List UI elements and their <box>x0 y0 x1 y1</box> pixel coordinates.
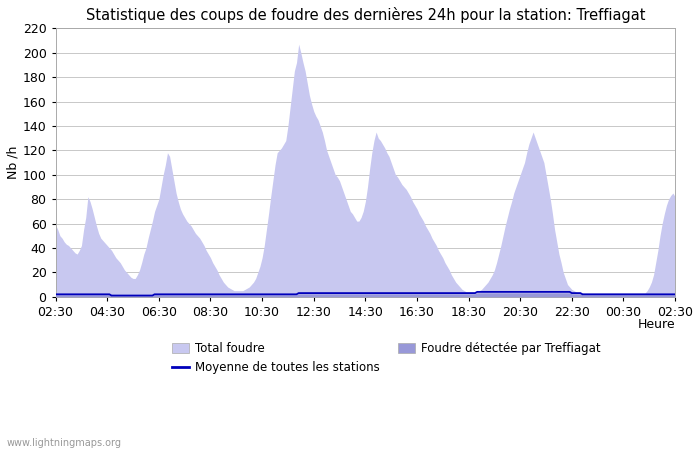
Text: Heure: Heure <box>638 318 675 331</box>
Text: www.lightningmaps.org: www.lightningmaps.org <box>7 438 122 448</box>
Legend: Total foudre, Moyenne de toutes les stations, Foudre détectée par Treffiagat: Total foudre, Moyenne de toutes les stat… <box>167 338 606 379</box>
Title: Statistique des coups de foudre des dernières 24h pour la station: Treffiagat: Statistique des coups de foudre des dern… <box>85 7 645 23</box>
Y-axis label: Nb /h: Nb /h <box>7 146 20 179</box>
